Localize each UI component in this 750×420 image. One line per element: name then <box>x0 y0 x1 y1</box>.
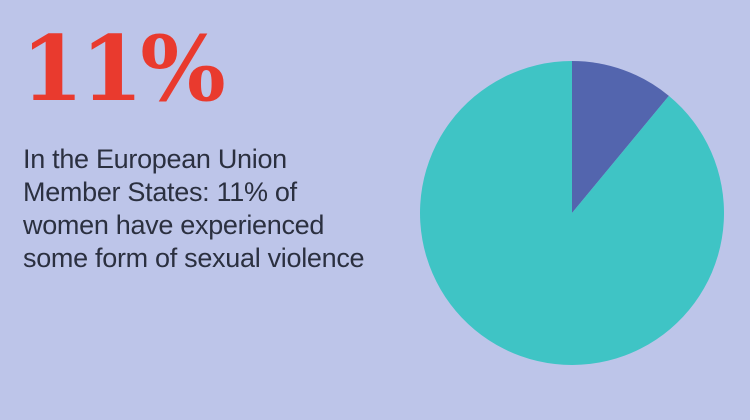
pie-chart <box>420 61 724 365</box>
pie-chart-svg <box>420 61 724 365</box>
description-text: In the European Union Member States: 11%… <box>23 143 365 275</box>
description-line-2: Member States: 11% of <box>23 177 297 207</box>
pie-slice-11- <box>572 61 669 213</box>
description-line-4: some form of sexual violence <box>23 243 365 273</box>
description-line-3: women have experienced <box>23 210 325 240</box>
pie-slice-89- <box>420 61 724 365</box>
headline-percentage: 11% <box>21 16 226 122</box>
description-line-1: In the European Union <box>23 144 287 174</box>
